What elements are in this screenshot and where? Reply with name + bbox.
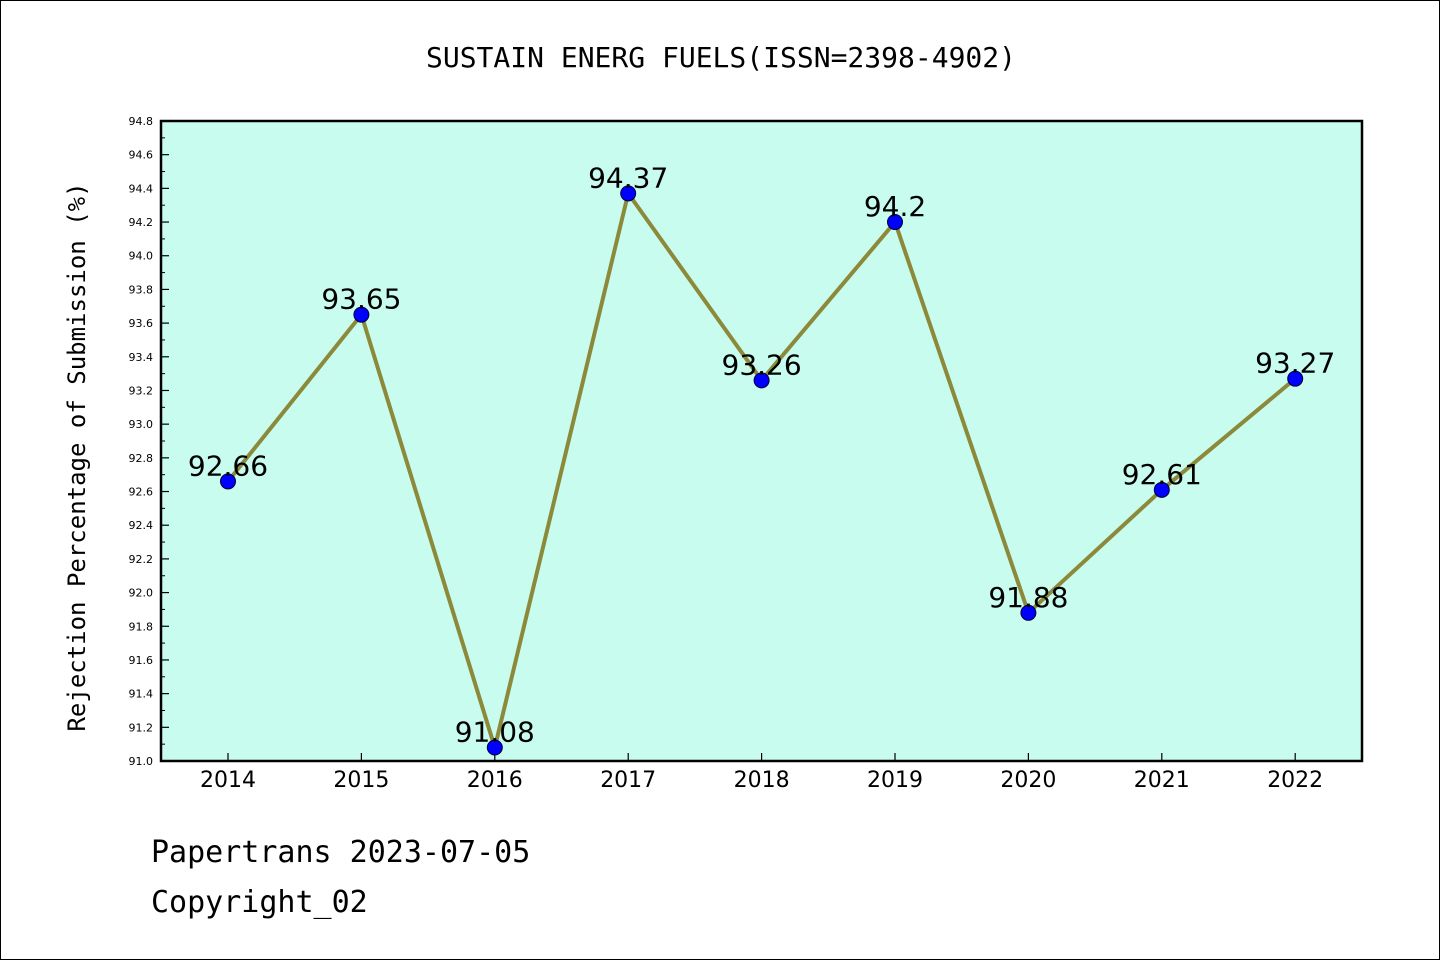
x-tick-label: 2021: [1134, 768, 1190, 793]
y-tick-label: 94.8: [129, 115, 154, 128]
footer-date: Papertrans 2023-07-05: [151, 835, 531, 870]
y-tick-label: 91.2: [129, 721, 154, 734]
x-tick-label: 2015: [333, 768, 389, 793]
data-point: [1020, 604, 1037, 621]
y-tick-label: 91.6: [129, 654, 154, 667]
data-label: 94.37: [588, 161, 668, 194]
y-tick-label: 94.0: [129, 250, 154, 263]
y-tick-label: 94.2: [129, 216, 154, 229]
footer-copyright: Copyright_02: [151, 885, 368, 920]
axis-ticks: 91.0 91.2 91.4 91.6 91.8 92.0 92.2 92.4 92.6 92.8…: [129, 115, 1324, 793]
y-tick-label: 91.8: [129, 620, 154, 633]
data-label: 91.08: [455, 716, 535, 749]
data-point: [887, 214, 903, 231]
y-tick-label: 91.0: [129, 755, 154, 768]
y-tick-label: 94.4: [129, 182, 154, 195]
data-label: 92.61: [1122, 458, 1202, 491]
y-tick-label: 92.6: [129, 486, 154, 499]
y-tick-label: 93.8: [129, 283, 154, 296]
y-tick-label: 92.0: [129, 587, 154, 600]
x-tick-label: 2014: [200, 768, 256, 793]
y-tick-label: 91.4: [129, 688, 154, 701]
y-tick-label: 93.6: [129, 317, 154, 330]
data-point: [1287, 370, 1304, 387]
y-tick-label: 92.8: [129, 452, 154, 465]
data-point: [753, 372, 770, 389]
y-tick-label: 92.4: [129, 519, 154, 532]
data-label: 93.65: [321, 283, 401, 316]
chart-title: SUSTAIN ENERG FUELS(ISSN=2398-4902): [426, 41, 1016, 74]
data-point: [220, 473, 236, 490]
x-tick-label: 2020: [1000, 768, 1056, 793]
data-label: 93.27: [1255, 347, 1335, 380]
x-tick-label: 2016: [467, 768, 523, 793]
plot-frame: [159, 119, 1364, 763]
data-label: 91.88: [988, 581, 1068, 614]
data-point: [353, 306, 370, 323]
y-tick-label: 93.4: [129, 351, 154, 364]
y-tick-label: 93.2: [129, 384, 154, 397]
data-label: 92.66: [188, 449, 268, 482]
data-label: 94.2: [864, 190, 926, 223]
x-tick-label: 2017: [600, 768, 656, 793]
data-point: [486, 739, 503, 756]
x-tick-label: 2018: [734, 768, 790, 793]
y-tick-label: 93.0: [129, 418, 154, 431]
y-tick-label: 94.6: [129, 149, 154, 162]
plot-area: [161, 121, 1362, 761]
y-tick-label: 92.2: [129, 553, 154, 566]
markers-layer: [220, 185, 1304, 756]
x-tick-label: 2022: [1267, 768, 1323, 793]
data-point: [620, 185, 637, 202]
data-labels-layer: 92.66 93.65 91.08 94.37 93.26 94.2 91.88 92.61 9…: [188, 161, 1335, 748]
y-axis-label: Rejection Percentage of Submission (%): [63, 182, 91, 731]
x-tick-label: 2019: [867, 768, 923, 793]
data-point: [1153, 481, 1170, 498]
data-label: 93.26: [722, 348, 802, 381]
